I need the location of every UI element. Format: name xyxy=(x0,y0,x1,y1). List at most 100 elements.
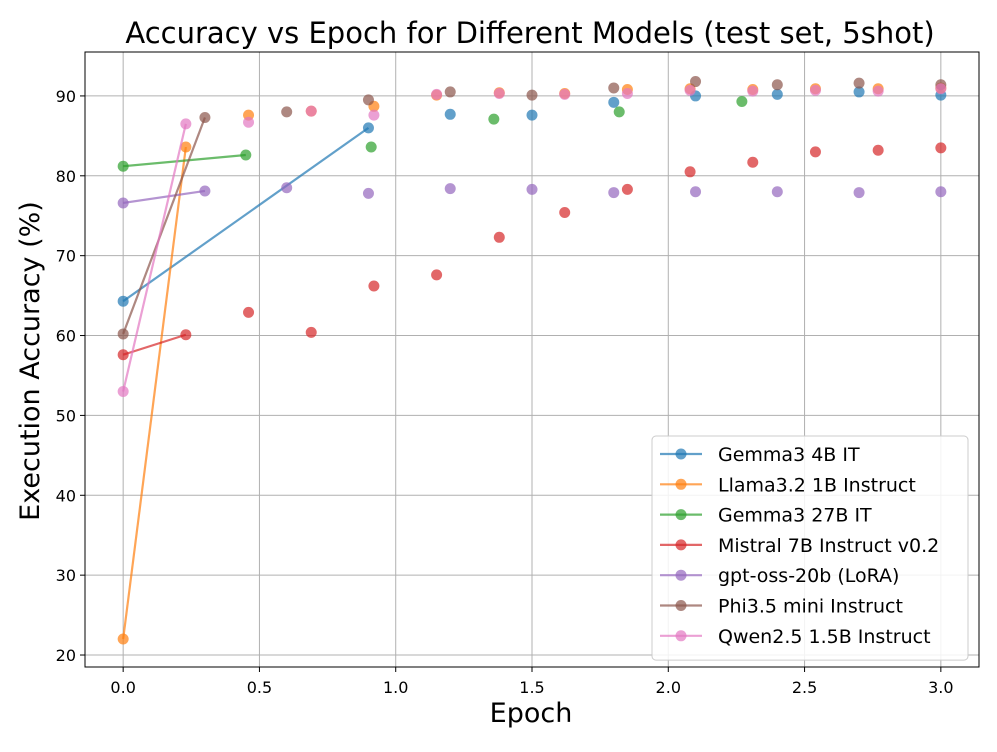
legend-entry: Gemma3 27B IT xyxy=(660,505,872,527)
data-point xyxy=(488,113,500,125)
legend-label: Gemma3 27B IT xyxy=(718,505,872,527)
legend-swatch-marker xyxy=(675,569,687,581)
series-line xyxy=(122,123,187,392)
data-point xyxy=(809,146,821,158)
data-point xyxy=(444,108,456,120)
series-3 xyxy=(117,142,947,361)
series-line xyxy=(123,153,246,168)
data-point xyxy=(305,105,317,117)
data-point xyxy=(872,85,884,97)
data-point xyxy=(368,280,380,292)
legend-entry: Phi3.5 mini Instruct xyxy=(660,596,903,618)
legend-entry: gpt-oss-20b (LoRA) xyxy=(660,565,899,587)
series-4 xyxy=(117,182,947,209)
data-point xyxy=(365,141,377,153)
data-point xyxy=(243,116,255,128)
data-point xyxy=(199,111,211,123)
legend-swatch-marker xyxy=(675,478,687,490)
data-point xyxy=(431,269,443,281)
data-point xyxy=(180,118,192,130)
data-point xyxy=(281,182,293,194)
y-tick-label: 70 xyxy=(56,247,76,266)
data-point xyxy=(747,156,759,168)
data-point xyxy=(771,79,783,91)
legend-label: Llama3.2 1B Instruct xyxy=(718,474,916,496)
data-point xyxy=(526,183,538,195)
legend-label: Mistral 7B Instruct v0.2 xyxy=(718,535,939,557)
legend-entry: Mistral 7B Instruct v0.2 xyxy=(660,535,939,557)
legend-label: Gemma3 4B IT xyxy=(718,444,860,466)
data-point xyxy=(199,185,211,197)
data-point xyxy=(240,149,252,161)
legend-swatch-marker xyxy=(675,630,687,642)
data-point xyxy=(368,109,380,121)
data-point xyxy=(444,183,456,195)
data-point xyxy=(559,88,571,100)
data-point xyxy=(608,82,620,94)
data-point xyxy=(809,84,821,96)
x-tick-label: 1.5 xyxy=(519,678,544,697)
series-6 xyxy=(117,83,947,397)
y-tick-label: 40 xyxy=(56,486,76,505)
data-point xyxy=(736,96,748,108)
legend-box xyxy=(651,435,969,661)
data-point xyxy=(559,207,571,219)
x-tick-label: 2.0 xyxy=(656,678,681,697)
data-point xyxy=(281,106,293,118)
x-tick-label: 2.5 xyxy=(792,678,817,697)
y-tick-label: 50 xyxy=(56,406,76,425)
legend-label: Qwen2.5 1.5B Instruct xyxy=(718,626,931,648)
data-point xyxy=(444,86,456,98)
data-point xyxy=(362,94,374,106)
tick-layer: 0.0 0.5 1.0 1.5 2.0 2.5 3.0 20 30 40 50 60 70 80 90 xyxy=(56,87,954,697)
data-point xyxy=(117,328,129,340)
y-axis-label: Execution Accuracy (%) xyxy=(15,201,46,521)
y-tick-label: 80 xyxy=(56,167,76,186)
data-point xyxy=(431,88,443,100)
series-5 xyxy=(117,76,947,340)
data-point xyxy=(771,186,783,198)
data-point xyxy=(117,197,129,209)
legend-entry: Qwen2.5 1.5B Instruct xyxy=(660,626,931,648)
data-point xyxy=(493,231,505,243)
data-point xyxy=(690,76,702,88)
data-point xyxy=(684,166,696,178)
y-tick-label: 60 xyxy=(56,327,76,346)
data-point xyxy=(853,86,865,98)
data-point xyxy=(613,106,625,118)
data-point xyxy=(305,326,317,338)
data-layer xyxy=(117,76,947,645)
data-point xyxy=(621,183,633,195)
data-point xyxy=(526,109,538,121)
data-point xyxy=(608,187,620,199)
series-0 xyxy=(117,86,947,307)
data-point xyxy=(117,633,129,645)
legend-entry: Gemma3 4B IT xyxy=(660,444,860,466)
y-tick-label: 90 xyxy=(56,87,76,106)
x-tick-label: 3.0 xyxy=(928,678,953,697)
data-point xyxy=(526,89,538,101)
data-point xyxy=(362,122,374,134)
x-axis-label: Epoch xyxy=(490,698,573,729)
legend-swatch-marker xyxy=(675,509,687,521)
legend-swatch-marker xyxy=(675,539,687,551)
series-line xyxy=(122,146,187,640)
data-point xyxy=(493,88,505,100)
data-point xyxy=(771,88,783,100)
y-tick-label: 30 xyxy=(56,566,76,585)
data-point xyxy=(853,187,865,199)
series-line xyxy=(122,117,206,335)
data-point xyxy=(872,144,884,156)
legend-label: gpt-oss-20b (LoRA) xyxy=(718,565,899,587)
y-tick-label: 20 xyxy=(56,646,76,665)
series-line xyxy=(122,189,206,205)
data-point xyxy=(180,329,192,341)
data-point xyxy=(747,85,759,97)
data-point xyxy=(117,349,129,361)
data-point xyxy=(935,83,947,95)
legend-swatch-marker xyxy=(675,600,687,611)
x-tick-label: 0.5 xyxy=(247,678,272,697)
series-2 xyxy=(117,96,748,172)
legend: Gemma3 4B IT Llama3.2 1B Instruct Gemma3 2… xyxy=(651,435,969,661)
